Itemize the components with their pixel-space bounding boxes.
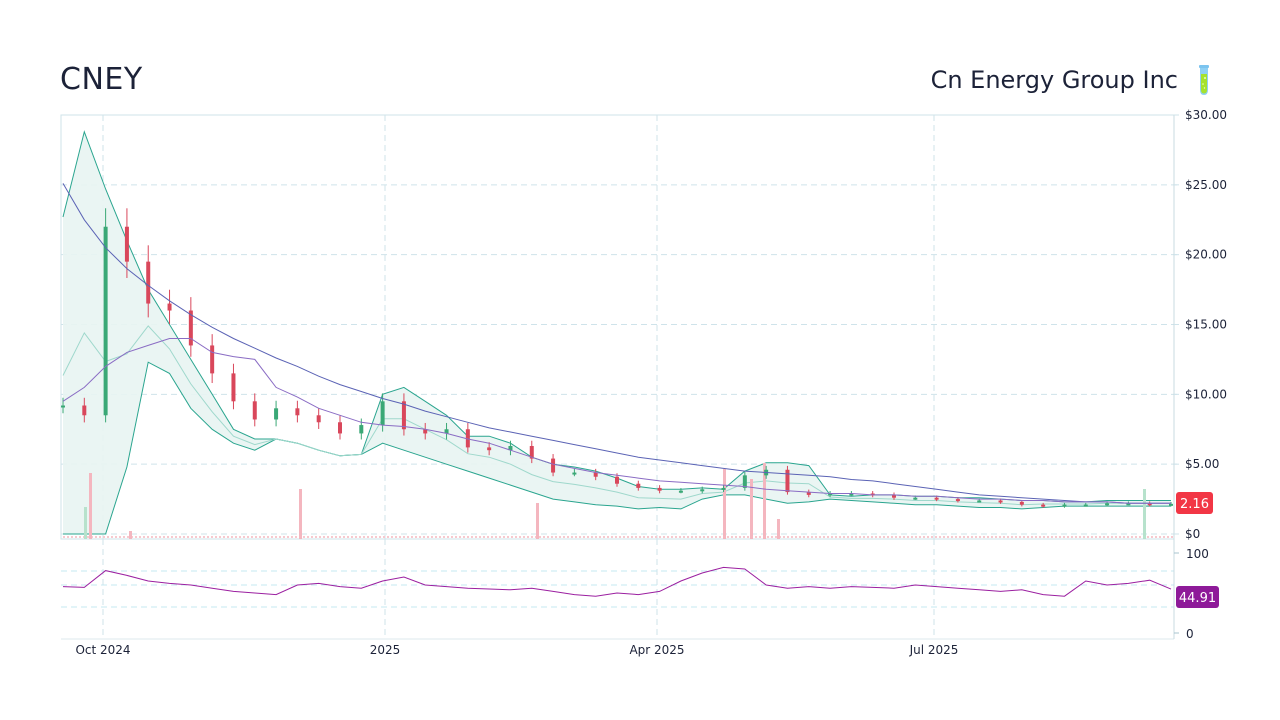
price-axis-tick: $5.00 (1185, 457, 1219, 471)
price-axis-tick: $20.00 (1185, 248, 1227, 262)
company-name: Cn Energy Group Inc (930, 66, 1178, 94)
candlesticks (61, 208, 1173, 508)
last-price-badge (1176, 492, 1213, 514)
time-axis-tick: 2025 (370, 643, 401, 657)
moving-averages (62, 183, 1171, 504)
price-axis-tick: $10.00 (1185, 387, 1227, 401)
time-axis-tick: Oct 2024 (75, 643, 130, 657)
volume-bars (63, 463, 1173, 539)
price-axis-tick: $15.00 (1185, 318, 1227, 332)
time-axis-tick: Apr 2025 (629, 643, 684, 657)
svg-text:100: 100 (1186, 547, 1209, 561)
chart-axes: $30.00 $25.00 $20.00 $15.00 $10.00 $5.00 $0 100… (75, 108, 1227, 657)
svg-text:44.91: 44.91 (1179, 591, 1216, 606)
rsi-value-badge (1176, 586, 1219, 608)
test-tube-icon (1199, 65, 1209, 95)
chart-grid (60, 114, 1180, 640)
price-axis-tick: $0 (1185, 527, 1200, 541)
price-axis-tick: $25.00 (1185, 178, 1227, 192)
rsi-panel (62, 566, 1172, 597)
svg-text:2.16: 2.16 (1180, 497, 1209, 512)
svg-text:0: 0 (1186, 627, 1194, 641)
ticker-symbol: CNEY (60, 62, 143, 97)
price-axis-tick: $30.00 (1185, 108, 1227, 122)
time-axis-tick: Jul 2025 (909, 643, 959, 657)
